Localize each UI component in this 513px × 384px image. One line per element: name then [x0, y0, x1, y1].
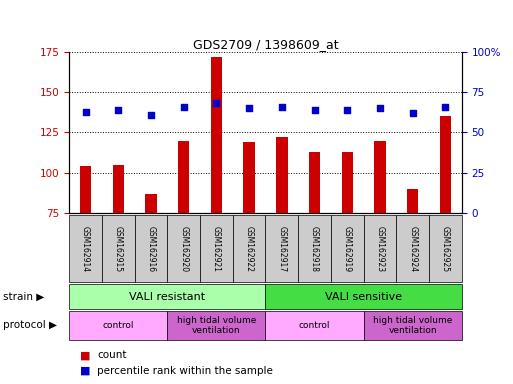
Bar: [69, 215, 102, 282]
Bar: [134, 215, 167, 282]
Bar: [342, 152, 353, 213]
Text: percentile rank within the sample: percentile rank within the sample: [97, 366, 273, 376]
Point: [114, 107, 123, 113]
Bar: [331, 215, 364, 282]
Text: GSM162914: GSM162914: [81, 225, 90, 272]
Bar: [364, 311, 462, 340]
Point: [180, 104, 188, 110]
Text: GSM162916: GSM162916: [147, 225, 155, 272]
Text: GSM162919: GSM162919: [343, 225, 352, 272]
Text: ■: ■: [80, 350, 90, 360]
Bar: [309, 152, 320, 213]
Text: strain ▶: strain ▶: [3, 291, 44, 302]
Text: GSM162924: GSM162924: [408, 225, 417, 272]
Point: [408, 110, 417, 116]
Text: control: control: [103, 321, 134, 330]
Text: high tidal volume
ventilation: high tidal volume ventilation: [373, 316, 452, 335]
Point: [278, 104, 286, 110]
Text: GSM162915: GSM162915: [114, 225, 123, 272]
Point: [82, 108, 90, 114]
Bar: [69, 311, 167, 340]
Bar: [276, 137, 288, 213]
Text: GSM162920: GSM162920: [179, 225, 188, 272]
Bar: [69, 284, 265, 309]
Point: [245, 105, 253, 111]
Bar: [102, 215, 134, 282]
Point: [147, 112, 155, 118]
Bar: [112, 165, 124, 213]
Text: GSM162922: GSM162922: [245, 226, 253, 271]
Text: protocol ▶: protocol ▶: [3, 320, 56, 331]
Bar: [364, 215, 396, 282]
Point: [441, 104, 449, 110]
Text: GSM162918: GSM162918: [310, 226, 319, 271]
Bar: [374, 141, 386, 213]
Bar: [211, 57, 222, 213]
Point: [212, 100, 221, 106]
Text: GSM162917: GSM162917: [278, 225, 286, 272]
Title: GDS2709 / 1398609_at: GDS2709 / 1398609_at: [193, 38, 338, 51]
Text: VALI resistant: VALI resistant: [129, 291, 205, 302]
Bar: [178, 141, 189, 213]
Bar: [429, 215, 462, 282]
Bar: [265, 215, 298, 282]
Point: [343, 107, 351, 113]
Text: VALI sensitive: VALI sensitive: [325, 291, 402, 302]
Text: GSM162921: GSM162921: [212, 226, 221, 271]
Bar: [167, 311, 266, 340]
Bar: [396, 215, 429, 282]
Text: high tidal volume
ventilation: high tidal volume ventilation: [177, 316, 256, 335]
Bar: [265, 284, 462, 309]
Bar: [407, 189, 419, 213]
Bar: [233, 215, 266, 282]
Text: control: control: [299, 321, 330, 330]
Bar: [200, 215, 233, 282]
Text: GSM162923: GSM162923: [376, 225, 384, 272]
Bar: [243, 142, 255, 213]
Bar: [145, 194, 157, 213]
Text: GSM162925: GSM162925: [441, 225, 450, 272]
Bar: [80, 166, 91, 213]
Bar: [167, 215, 200, 282]
Bar: [298, 215, 331, 282]
Point: [376, 105, 384, 111]
Text: count: count: [97, 350, 127, 360]
Point: [310, 107, 319, 113]
Bar: [265, 311, 364, 340]
Text: ■: ■: [80, 366, 90, 376]
Bar: [440, 116, 451, 213]
